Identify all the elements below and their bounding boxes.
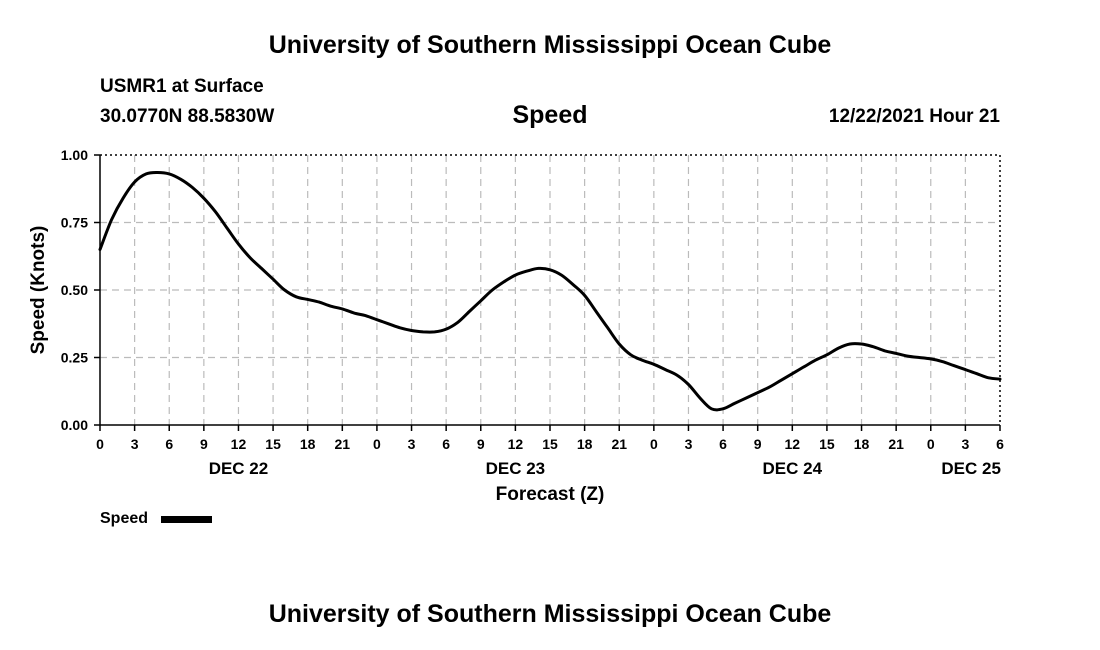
x-tick-label: 3: [131, 436, 139, 452]
x-tick-label: 3: [685, 436, 693, 452]
x-tick-label: 0: [96, 436, 104, 452]
x-tick-label: 3: [408, 436, 416, 452]
x-tick-label: 9: [754, 436, 762, 452]
x-tick-label: 6: [165, 436, 173, 452]
x-tick-label: 21: [888, 436, 904, 452]
x-axis-label: Forecast (Z): [496, 484, 605, 505]
series-line-speed: [98, 170, 1002, 412]
y-tick-label: 1.00: [61, 147, 88, 163]
x-tick-label: 0: [373, 436, 381, 452]
x-tick-label: 3: [961, 436, 969, 452]
x-tick-label: 15: [542, 436, 558, 452]
legend-line-swatch: [161, 516, 212, 523]
y-tick-label: 0.00: [61, 417, 88, 433]
x-tick-label: 6: [719, 436, 727, 452]
y-axis-label: Speed (Knots): [28, 226, 49, 355]
y-tick-label: 0.25: [61, 350, 88, 366]
coordinates-label: 30.0770N 88.5830W: [100, 106, 275, 127]
page-title: University of Southern Mississippi Ocean…: [268, 31, 832, 59]
y-tick-label: 0.50: [61, 282, 88, 298]
legend-label: Speed: [100, 510, 149, 527]
date-label: DEC 23: [486, 459, 546, 478]
x-tick-label: 18: [300, 436, 316, 452]
date-label: DEC 25: [941, 459, 1001, 478]
chart-title: Speed: [512, 101, 588, 129]
footer-title: University of Southern Mississippi Ocean…: [268, 600, 832, 628]
x-tick-label: 21: [335, 436, 351, 452]
x-tick-label: 21: [611, 436, 627, 452]
x-tick-label: 18: [854, 436, 870, 452]
y-tick-label: 0.75: [61, 215, 88, 231]
x-tick-label: 12: [231, 436, 247, 452]
x-tick-label: 9: [477, 436, 485, 452]
date-label: DEC 24: [763, 459, 823, 478]
x-tick-label: 12: [508, 436, 524, 452]
x-tick-label: 15: [265, 436, 281, 452]
x-tick-label: 6: [996, 436, 1004, 452]
x-tick-label: 12: [785, 436, 801, 452]
station-label: USMR1 at Surface: [100, 76, 264, 97]
x-tick-label: 0: [927, 436, 935, 452]
x-tick-label: 15: [819, 436, 835, 452]
x-tick-label: 18: [577, 436, 593, 452]
x-tick-label: 6: [442, 436, 450, 452]
datetime-label: 12/22/2021 Hour 21: [828, 106, 1000, 127]
x-tick-label: 9: [200, 436, 208, 452]
x-tick-label: 0: [650, 436, 658, 452]
date-label: DEC 22: [209, 459, 269, 478]
